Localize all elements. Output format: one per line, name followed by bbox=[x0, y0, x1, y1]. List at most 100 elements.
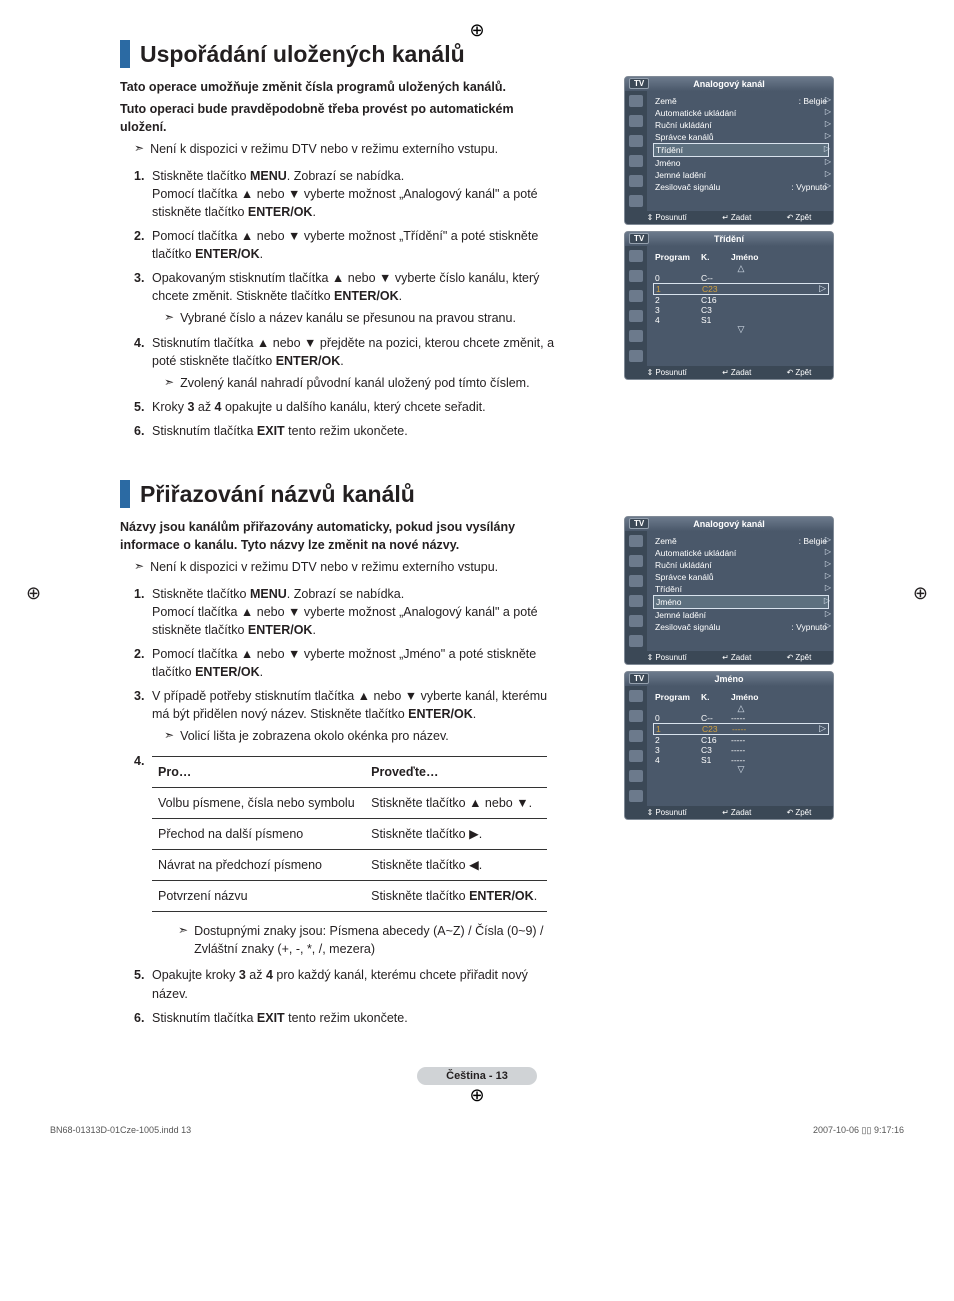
section-accent-bar bbox=[120, 40, 130, 68]
osd-footer-back: Zpět bbox=[787, 653, 812, 662]
scroll-down-icon: ▽ bbox=[653, 765, 829, 774]
step-number: 2. bbox=[134, 227, 152, 263]
step-body: Stiskněte tlačítko MENU. Zobrazí se nabí… bbox=[152, 585, 560, 639]
osd-cell: C3 bbox=[701, 745, 731, 755]
step-body: V případě potřeby stisknutím tlačítka ▲ … bbox=[152, 687, 560, 745]
chevron-right-icon: ▷ bbox=[825, 95, 831, 104]
print-mark-top: ⊕ bbox=[469, 20, 484, 41]
osd-row-label: Třídění bbox=[655, 584, 682, 594]
osd-footer-move: Posunutí bbox=[647, 808, 687, 817]
osd-cell: ----- bbox=[731, 713, 827, 723]
osd-cell: C23 bbox=[702, 724, 732, 734]
step-number: 6. bbox=[134, 1009, 152, 1027]
osd-title: Třídění bbox=[714, 234, 744, 244]
step-body: Pro…Proveďte…Volbu písmene, čísla nebo s… bbox=[152, 752, 560, 913]
osd-cell: C3 bbox=[701, 305, 731, 315]
step-number: 1. bbox=[134, 167, 152, 221]
osd-tv-tab: TV bbox=[629, 78, 649, 89]
chevron-right-icon: ▷ bbox=[825, 547, 831, 556]
osd-cell bbox=[731, 273, 827, 283]
osd-col-header: Program bbox=[655, 692, 701, 702]
osd-icon bbox=[629, 290, 643, 302]
osd-col-header: Program bbox=[655, 252, 701, 262]
table-cell: Stiskněte tlačítko ◀. bbox=[365, 849, 547, 880]
page-number-badge: Čeština - 13 bbox=[417, 1067, 537, 1085]
scroll-up-icon: △ bbox=[653, 704, 829, 713]
chevron-right-icon: ▷ bbox=[825, 583, 831, 592]
step-number: 4. bbox=[134, 752, 152, 913]
osd-cell: 0 bbox=[655, 713, 701, 723]
intro-text: Tato operace umožňuje změnit čísla progr… bbox=[120, 78, 560, 96]
osd-menu-row: Správce kanálů ▷ bbox=[653, 571, 829, 583]
osd-table-header: ProgramK.Jméno bbox=[653, 690, 829, 704]
step-body: Opakovaným stisknutím tlačítka ▲ nebo ▼ … bbox=[152, 269, 560, 327]
osd-channel-row: 2C16----- bbox=[653, 735, 829, 745]
osd-cell: C23 bbox=[702, 284, 732, 294]
osd-icon bbox=[629, 270, 643, 282]
osd-cell: C-- bbox=[701, 273, 731, 283]
osd-footer-enter: Zadat bbox=[722, 653, 751, 662]
osd-icon bbox=[629, 615, 643, 627]
step-body: Stisknutím tlačítka ▲ nebo ▼ přejděte na… bbox=[152, 334, 560, 392]
osd-icon bbox=[629, 95, 643, 107]
step-number: 6. bbox=[134, 422, 152, 440]
step-number: 3. bbox=[134, 687, 152, 745]
chevron-right-icon: ▷ bbox=[825, 609, 831, 618]
osd-row-label: Jméno bbox=[656, 597, 682, 607]
osd-menu-list: Země: Belgie▷Automatické ukládání▷Ruční … bbox=[647, 531, 833, 651]
osd-footer-enter: Zadat bbox=[722, 808, 751, 817]
osd-cell: S1 bbox=[701, 755, 731, 765]
osd-footer-enter: Zadat bbox=[722, 213, 751, 222]
step-number: 5. bbox=[134, 398, 152, 416]
table-cell: Stiskněte tlačítko ▲ nebo ▼. bbox=[365, 787, 547, 818]
osd-footer-back: Zpět bbox=[787, 213, 812, 222]
table-cell: Potvrzení názvu bbox=[152, 881, 365, 912]
osd-menu-row: Jméno ▷ bbox=[653, 157, 829, 169]
osd-icon bbox=[629, 195, 643, 207]
osd-icon bbox=[629, 595, 643, 607]
chevron-right-icon: ▷ bbox=[825, 571, 831, 580]
osd-tv-tab: TV bbox=[629, 518, 649, 529]
osd-icon bbox=[629, 250, 643, 262]
osd-menu-row: Správce kanálů▷ bbox=[653, 131, 829, 143]
chevron-right-icon: ▷ bbox=[825, 157, 831, 166]
osd-icon bbox=[629, 690, 643, 702]
table-cell: Stiskněte tlačítko ENTER/OK. bbox=[365, 881, 547, 912]
print-mark-bottom: ⊕ bbox=[469, 1085, 484, 1106]
osd-cell: ----- bbox=[731, 755, 827, 765]
osd-cell: C16 bbox=[701, 295, 731, 305]
osd-menu-row: Třídění ▷ bbox=[653, 583, 829, 595]
osd-icon bbox=[629, 310, 643, 322]
osd-menu-row: Automatické ukládání▷ bbox=[653, 547, 829, 559]
osd-menu-row: Jemné ladění▷ bbox=[653, 609, 829, 621]
osd-table-header: ProgramK.Jméno bbox=[653, 250, 829, 264]
sub-note: ➣Zvolený kanál nahradí původní kanál ulo… bbox=[164, 374, 560, 392]
osd-row-label: Správce kanálů bbox=[655, 572, 714, 582]
osd-menu-row: Zesilovač signálu: Vypnuto▷ bbox=[653, 621, 829, 633]
osd-footer-back: Zpět bbox=[787, 808, 812, 817]
chevron-right-icon: ▷ bbox=[825, 181, 831, 190]
osd-col-header: K. bbox=[701, 252, 731, 262]
osd-footer-move: Posunutí bbox=[647, 213, 687, 222]
osd-cell: C16 bbox=[701, 735, 731, 745]
print-footer-left: BN68-01313D-01Cze-1005.indd 13 bbox=[50, 1125, 191, 1136]
osd-icon-strip bbox=[625, 686, 647, 806]
osd-row-label: Jméno bbox=[655, 158, 681, 168]
sub-note-text: Volicí lišta je zobrazena okolo okénka p… bbox=[180, 727, 449, 745]
osd-row-label: Zesilovač signálu bbox=[655, 182, 720, 192]
step-number: 1. bbox=[134, 585, 152, 639]
osd-row-label: Jemné ladění bbox=[655, 170, 706, 180]
osd-row-value: : Vypnuto bbox=[791, 182, 827, 192]
osd-cell: 3 bbox=[655, 745, 701, 755]
note-arrow-icon: ➣ bbox=[134, 140, 144, 157]
action-table: Pro…Proveďte…Volbu písmene, čísla nebo s… bbox=[152, 756, 547, 913]
step-body: Stiskněte tlačítko MENU. Zobrazí se nabí… bbox=[152, 167, 560, 221]
osd-cell: 4 bbox=[655, 755, 701, 765]
chevron-right-icon: ▷ bbox=[825, 535, 831, 544]
intro-text: Tuto operaci bude pravděpodobně třeba pr… bbox=[120, 100, 560, 136]
chevron-right-icon: ▷ bbox=[825, 131, 831, 140]
step-body: Stisknutím tlačítka EXIT tento režim uko… bbox=[152, 422, 560, 440]
osd-col-header: Jméno bbox=[731, 692, 827, 702]
osd-cell: ----- bbox=[731, 745, 827, 755]
osd-cell: ----- bbox=[731, 735, 827, 745]
